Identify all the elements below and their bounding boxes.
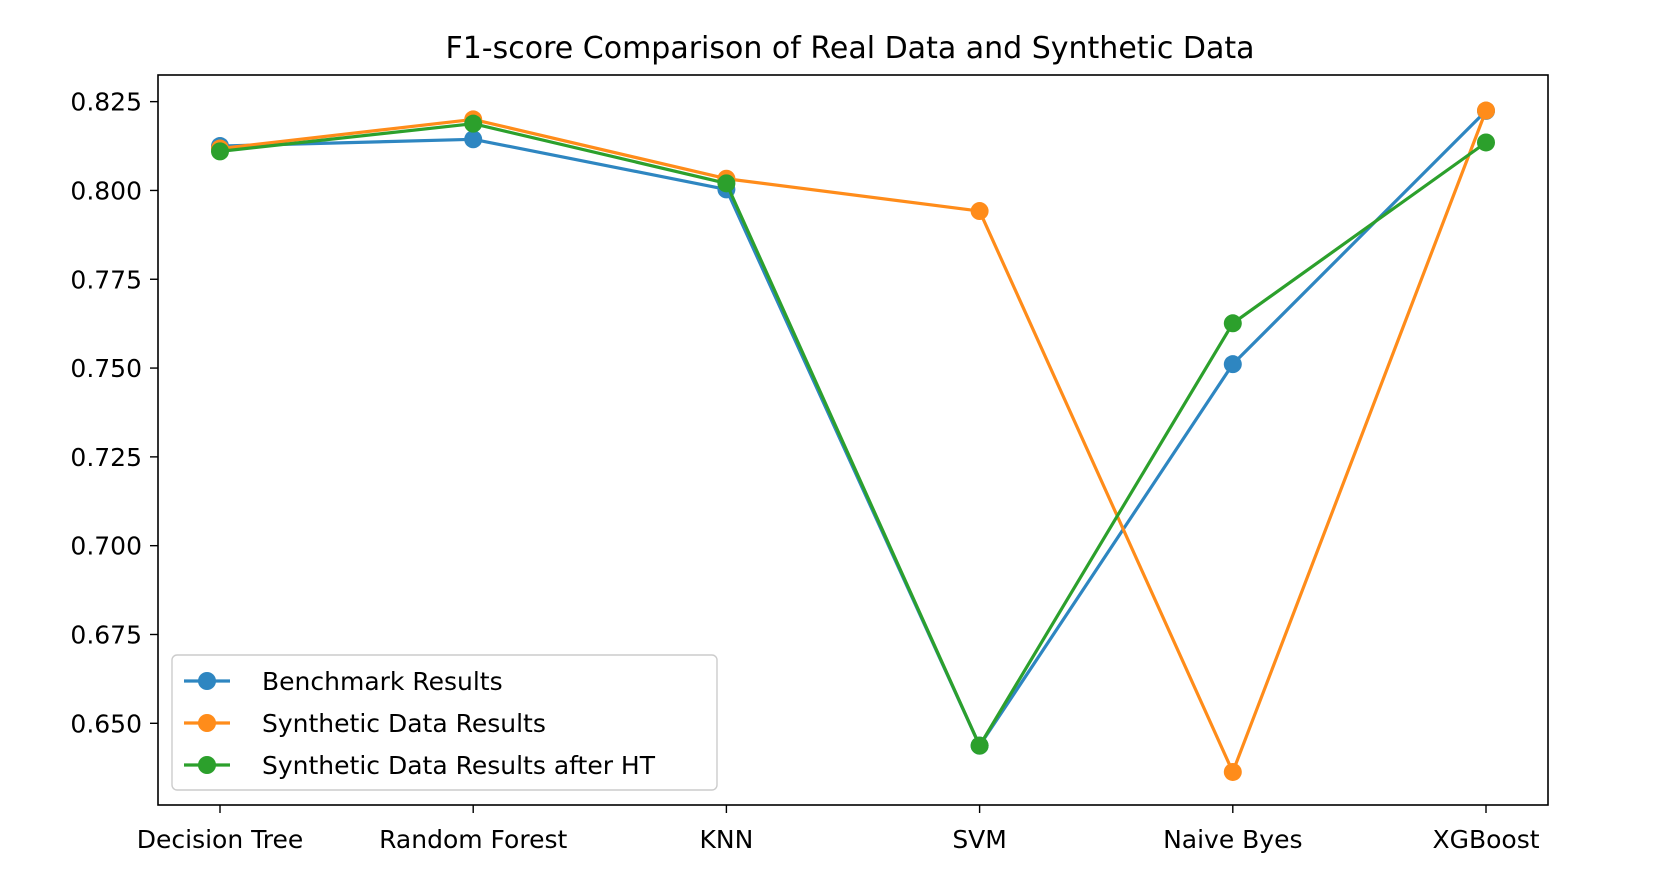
y-tick-label: 0.725 [70, 443, 142, 472]
y-tick-label: 0.825 [70, 88, 142, 117]
axes: 0.650 0.675 0.700 0.725 0.750 0.775 0.800 0.825… [70, 74, 1549, 854]
y-tick-label: 0.800 [70, 176, 142, 205]
data-point [464, 114, 483, 133]
legend-label: Synthetic Data Results [262, 709, 546, 738]
x-tick-label: KNN [700, 825, 754, 854]
legend-entry: Benchmark Results [184, 667, 503, 696]
series-layer [211, 101, 1495, 781]
legend-marker [198, 672, 216, 690]
legend-label: Synthetic Data Results after HT [262, 751, 656, 780]
x-tick-label: Decision Tree [137, 825, 303, 854]
series-line [219, 122, 1487, 748]
data-point [1477, 133, 1495, 152]
data-point [464, 130, 483, 149]
legend-marker [198, 756, 216, 774]
data-point [1223, 314, 1242, 333]
data-point [717, 174, 736, 193]
legend-entry: Synthetic Data Results [184, 709, 546, 738]
data-point [211, 142, 229, 161]
data-point [970, 202, 989, 221]
data-point [1477, 101, 1495, 120]
y-tick-label: 0.675 [70, 620, 142, 649]
y-tick-label: 0.775 [70, 265, 142, 294]
plot-frame [157, 74, 1549, 806]
x-tick-label: Naive Byes [1163, 825, 1302, 854]
legend: Benchmark Results Synthetic Data Results S… [171, 654, 718, 791]
series-line [219, 109, 1488, 748]
data-point [1223, 762, 1242, 781]
legend-box [171, 654, 718, 791]
y-tick-label: 0.750 [70, 354, 142, 383]
x-tick-label: Random Forest [379, 825, 567, 854]
x-tick-label: SVM [952, 825, 1007, 854]
y-tick-label: 0.700 [70, 532, 142, 561]
data-point [1223, 355, 1242, 374]
series-line [219, 109, 1488, 774]
y-tick-label: 0.650 [70, 709, 142, 738]
legend-entry: Synthetic Data Results after HT [184, 751, 656, 780]
series-3 [211, 114, 1495, 755]
data-point [970, 736, 989, 755]
legend-label: Benchmark Results [262, 667, 503, 696]
x-tick-label: XGBoost [1432, 825, 1539, 854]
legend-marker [198, 714, 216, 732]
chart-title: F1-score Comparison of Real Data and Syn… [445, 31, 1254, 66]
